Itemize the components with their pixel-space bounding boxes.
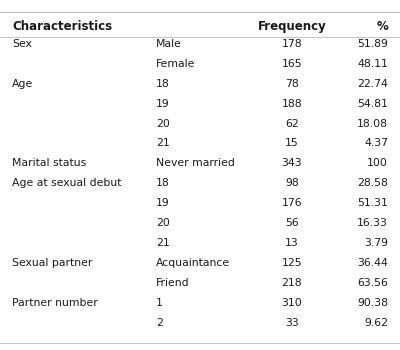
Text: 100: 100 — [367, 159, 388, 168]
Text: 2: 2 — [156, 318, 163, 328]
Text: Partner number: Partner number — [12, 298, 98, 308]
Text: 56: 56 — [285, 218, 299, 228]
Text: 20: 20 — [156, 119, 170, 128]
Text: 13: 13 — [285, 238, 299, 248]
Text: 48.11: 48.11 — [357, 59, 388, 69]
Text: Male: Male — [156, 39, 182, 49]
Text: 343: 343 — [282, 159, 302, 168]
Text: 36.44: 36.44 — [357, 258, 388, 268]
Text: Sex: Sex — [12, 39, 32, 49]
Text: Acquaintance: Acquaintance — [156, 258, 230, 268]
Text: 78: 78 — [285, 79, 299, 89]
Text: 165: 165 — [282, 59, 302, 69]
Text: %: % — [376, 20, 388, 33]
Text: 19: 19 — [156, 198, 170, 208]
Text: 63.56: 63.56 — [357, 278, 388, 288]
Text: Never married: Never married — [156, 159, 235, 168]
Text: Characteristics: Characteristics — [12, 20, 112, 33]
Text: Marital status: Marital status — [12, 159, 86, 168]
Text: 51.31: 51.31 — [357, 198, 388, 208]
Text: 90.38: 90.38 — [357, 298, 388, 308]
Text: 22.74: 22.74 — [357, 79, 388, 89]
Text: 9.62: 9.62 — [364, 318, 388, 328]
Text: 21: 21 — [156, 139, 170, 148]
Text: 178: 178 — [282, 39, 302, 49]
Text: 18: 18 — [156, 178, 170, 188]
Text: Sexual partner: Sexual partner — [12, 258, 92, 268]
Text: Female: Female — [156, 59, 195, 69]
Text: Age at sexual debut: Age at sexual debut — [12, 178, 122, 188]
Text: 62: 62 — [285, 119, 299, 128]
Text: Frequency: Frequency — [258, 20, 326, 33]
Text: 19: 19 — [156, 99, 170, 108]
Text: 310: 310 — [282, 298, 302, 308]
Text: 98: 98 — [285, 178, 299, 188]
Text: Friend: Friend — [156, 278, 190, 288]
Text: 188: 188 — [282, 99, 302, 108]
Text: 1: 1 — [156, 298, 163, 308]
Text: 51.89: 51.89 — [357, 39, 388, 49]
Text: 33: 33 — [285, 318, 299, 328]
Text: 18.08: 18.08 — [357, 119, 388, 128]
Text: 3.79: 3.79 — [364, 238, 388, 248]
Text: 28.58: 28.58 — [357, 178, 388, 188]
Text: 21: 21 — [156, 238, 170, 248]
Text: 18: 18 — [156, 79, 170, 89]
Text: 16.33: 16.33 — [357, 218, 388, 228]
Text: 218: 218 — [282, 278, 302, 288]
Text: 20: 20 — [156, 218, 170, 228]
Text: 4.37: 4.37 — [364, 139, 388, 148]
Text: 15: 15 — [285, 139, 299, 148]
Text: 125: 125 — [282, 258, 302, 268]
Text: 176: 176 — [282, 198, 302, 208]
Text: 54.81: 54.81 — [357, 99, 388, 108]
Text: Age: Age — [12, 79, 33, 89]
